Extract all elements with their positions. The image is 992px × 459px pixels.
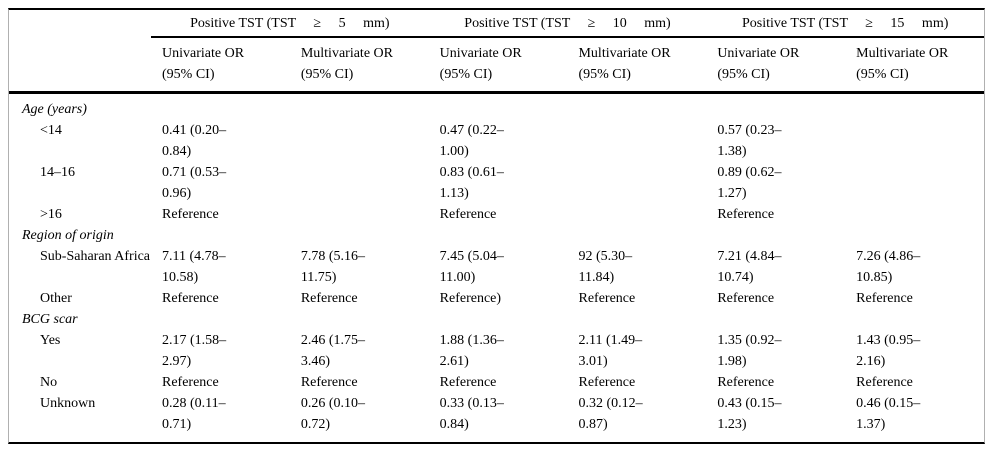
table-row-subsaharan: Sub-Saharan Africa 7.11 (4.78– 10.58) 7.… — [9, 246, 984, 288]
col-header-univariate-15: Univariate OR (95% CI) — [717, 46, 800, 82]
table-body: Age (years) <14 0.41 (0.20– 0.84) 0.47 (… — [9, 94, 984, 442]
table-cell: 0.57 (0.23– 1.38) — [717, 123, 782, 159]
table-row-14-16: 14–16 0.71 (0.53– 0.96) 0.83 (0.61– 1.13… — [9, 162, 984, 204]
row-label: 14–16 — [40, 165, 75, 180]
section-row-bcg: BCG scar — [9, 309, 984, 330]
col-header-multivariate-10: Multivariate OR (95% CI) — [578, 46, 671, 82]
table-cell: 7.45 (5.04– 11.00) — [439, 249, 504, 285]
table-cell — [845, 162, 984, 204]
row-label: >16 — [40, 207, 62, 222]
spanner-tst10: Positive TST (TST ≥ 10 mm) — [464, 15, 671, 31]
spanner-header-row: Positive TST (TST ≥ 5 mm) Positive TST (… — [9, 10, 984, 38]
table-cell: 92 (5.30– 11.84) — [578, 249, 633, 285]
table-cell: 0.41 (0.20– 0.84) — [162, 123, 227, 159]
section-label: Region of origin — [22, 228, 114, 243]
table-cell — [290, 162, 429, 204]
table-cell: 0.32 (0.12– 0.87) — [578, 396, 643, 432]
table-cell: 0.28 (0.11– 0.71) — [162, 396, 226, 432]
table-cell: Reference — [856, 375, 913, 390]
row-label: No — [40, 375, 58, 390]
spanner-tst15: Positive TST (TST ≥ 15 mm) — [741, 15, 949, 31]
table-cell: Reference — [162, 375, 219, 390]
table-cell: 0.83 (0.61– 1.13) — [439, 165, 504, 201]
table-row-under14: <14 0.41 (0.20– 0.84) 0.47 (0.22– 1.00) … — [9, 120, 984, 162]
table-cell: 2.46 (1.75– 3.46) — [300, 333, 365, 369]
label-column-spacer — [9, 43, 151, 85]
table-cell: Reference — [162, 207, 219, 222]
table-cell: 7.78 (5.16– 11.75) — [300, 249, 365, 285]
table-cell: 0.46 (0.15– 1.37) — [856, 396, 921, 432]
table-cell — [567, 204, 706, 225]
table-cell: 1.88 (1.36– 2.61) — [439, 333, 504, 369]
table-cell: 0.26 (0.10– 0.72) — [300, 396, 365, 432]
table-cell: 0.89 (0.62– 1.27) — [717, 165, 782, 201]
table-cell: Reference — [300, 375, 358, 390]
table-cell — [290, 204, 429, 225]
table-cell — [567, 120, 706, 162]
table-cell: 0.43 (0.15– 1.23) — [717, 396, 782, 432]
column-header-row: Univariate OR (95% CI) Multivariate OR (… — [9, 38, 984, 91]
table-row-other: Other Reference Reference Reference) Ref… — [9, 288, 984, 309]
table-cell: Reference — [717, 291, 775, 306]
table-cell: Reference — [578, 291, 636, 306]
section-label: BCG scar — [22, 312, 78, 327]
table-cell — [845, 120, 984, 162]
label-column-spacer — [9, 10, 151, 38]
row-label: Sub-Saharan Africa — [40, 249, 151, 264]
table-cell: 7.26 (4.86– 10.85) — [856, 249, 921, 285]
table-row-over16: >16 Reference Reference Reference — [9, 204, 984, 225]
row-label: <14 — [40, 123, 62, 138]
table-cell: Reference — [717, 375, 775, 390]
table-cell: Reference — [300, 291, 358, 306]
table-cell — [567, 162, 706, 204]
table-cell: Reference — [439, 375, 497, 390]
row-label: Other — [40, 291, 72, 306]
col-header-multivariate-15: Multivariate OR (95% CI) — [856, 46, 949, 82]
table-cell: 1.43 (0.95– 2.16) — [856, 333, 921, 369]
table-cell: 0.47 (0.22– 1.00) — [439, 123, 504, 159]
table-cell: 2.17 (1.58– 2.97) — [162, 333, 227, 369]
table-cell: 2.11 (1.49– 3.01) — [578, 333, 643, 369]
table-row-no: No Reference Reference Reference Referen… — [9, 372, 984, 393]
table-cell: 1.35 (0.92– 1.98) — [717, 333, 782, 369]
table-cell: Reference — [717, 207, 775, 222]
table-cell: Reference) — [439, 291, 502, 306]
col-header-multivariate-5: Multivariate OR (95% CI) — [300, 46, 393, 82]
table-cell: Reference — [856, 291, 913, 306]
section-row-region: Region of origin — [9, 225, 984, 246]
table-cell — [290, 120, 429, 162]
table-cell — [845, 204, 984, 225]
row-label: Unknown — [40, 396, 96, 411]
table-cell: 7.11 (4.78– 10.58) — [162, 249, 226, 285]
table-cell: 0.71 (0.53– 0.96) — [162, 165, 227, 201]
spanner-groups: Positive TST (TST ≥ 5 mm) Positive TST (… — [151, 10, 984, 38]
table-header: Positive TST (TST ≥ 5 mm) Positive TST (… — [9, 10, 984, 94]
table-cell: Reference — [162, 291, 219, 306]
section-row-age: Age (years) — [9, 99, 984, 120]
col-header-univariate-5: Univariate OR (95% CI) — [162, 46, 245, 82]
table-row-yes: Yes 2.17 (1.58– 2.97) 2.46 (1.75– 3.46) … — [9, 330, 984, 372]
section-label: Age (years) — [22, 102, 87, 117]
table-cell: 7.21 (4.84– 10.74) — [717, 249, 782, 285]
table-cell: Reference — [578, 375, 636, 390]
table-cell: 0.33 (0.13– 0.84) — [439, 396, 504, 432]
table-cell: Reference — [439, 207, 497, 222]
table-row-unknown: Unknown 0.28 (0.11– 0.71) 0.26 (0.10– 0.… — [9, 393, 984, 435]
row-label: Yes — [40, 333, 61, 348]
spanner-tst5: Positive TST (TST ≥ 5 mm) — [190, 15, 390, 31]
col-header-univariate-10: Univariate OR (95% CI) — [439, 46, 522, 82]
odds-ratio-table: Positive TST (TST ≥ 5 mm) Positive TST (… — [8, 8, 985, 444]
